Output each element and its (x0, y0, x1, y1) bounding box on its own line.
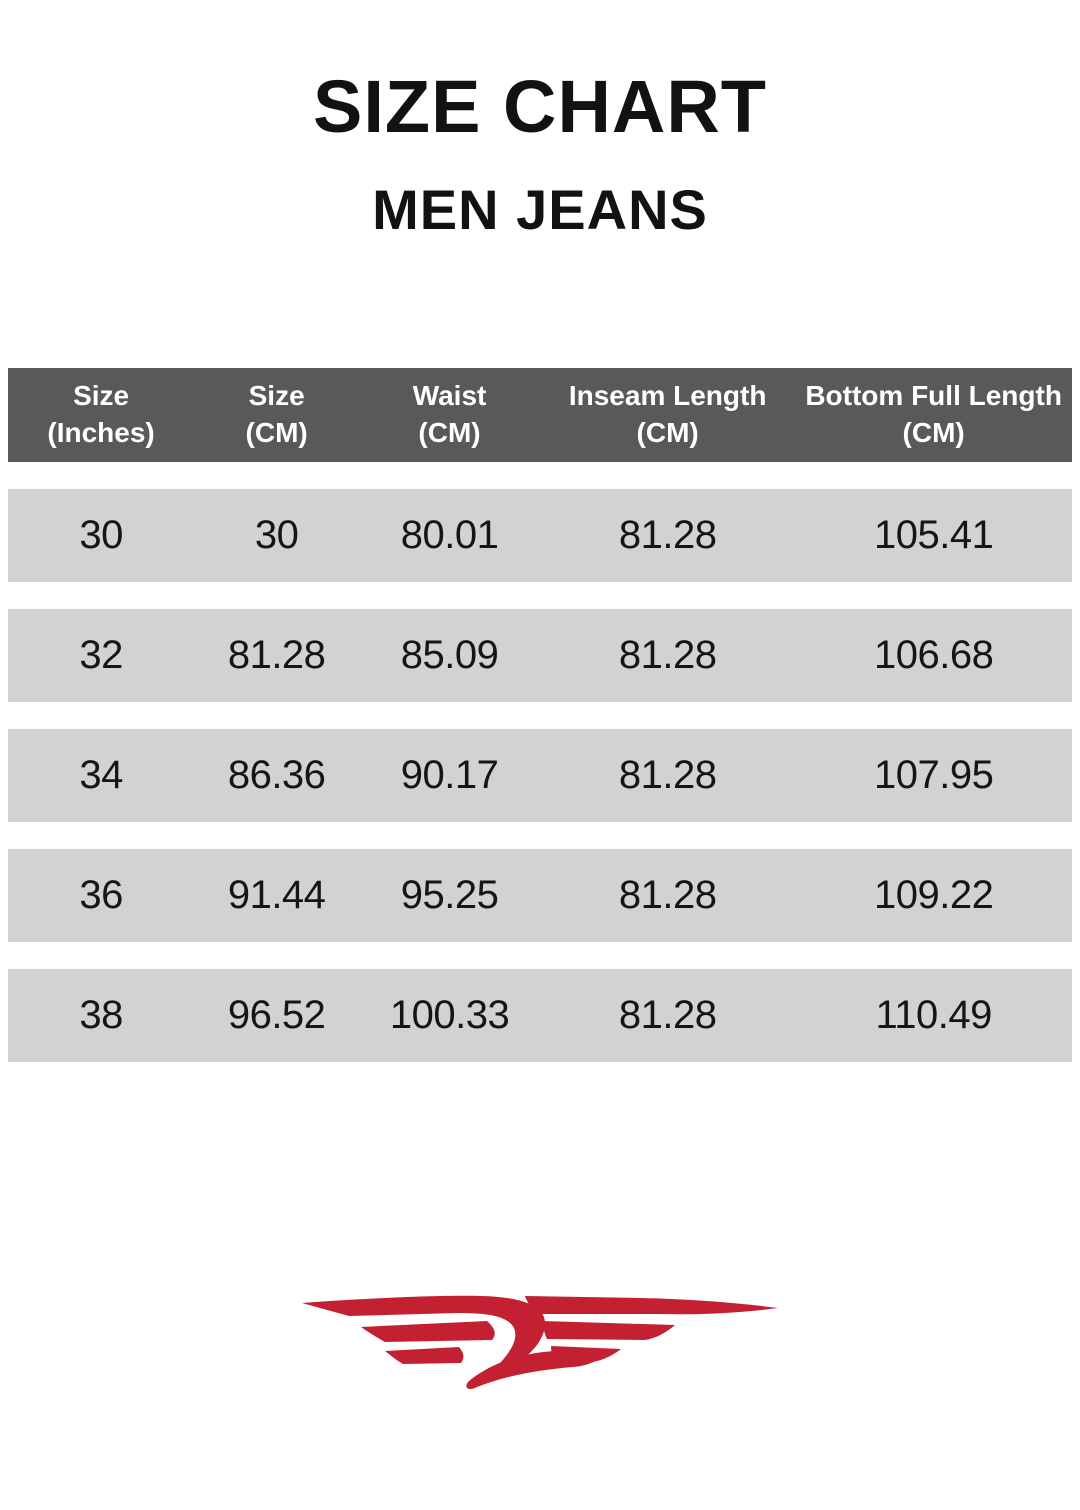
table-cell: 105.41 (873, 513, 994, 557)
table-cell: 32 (79, 633, 123, 677)
table-cell: 81.28 (618, 993, 717, 1037)
table-row: 32 81.28 85.09 81.28 106.68 (8, 609, 1072, 702)
table-cell: 81.28 (618, 513, 717, 557)
table-cell: 107.95 (873, 753, 994, 797)
table-cell: 109.22 (873, 873, 994, 917)
table-cell: 90.17 (400, 753, 499, 797)
table-cell: 36 (79, 873, 123, 917)
table-cell: 81.28 (227, 633, 326, 677)
table-cell: 30 (79, 513, 123, 557)
table-cell: 85.09 (400, 633, 499, 677)
table-cell: 38 (79, 993, 123, 1037)
page-title: SIZE CHART (313, 65, 767, 148)
size-chart-page: { "title": "SIZE CHART", "subtitle": "ME… (0, 70, 1080, 1510)
size-chart-table: Size (Inches) Size (CM) Waist (CM) Insea… (8, 368, 1072, 1062)
table-row: 36 91.44 95.25 81.28 109.22 (8, 849, 1072, 942)
table-cell: 30 (254, 513, 299, 557)
header-inseam-length-cm: Inseam Length (CM) (568, 380, 767, 448)
header-bottom-full-length-cm: Bottom Full Length (CM) (805, 380, 1062, 448)
table-row: 34 86.36 90.17 81.28 107.95 (8, 729, 1072, 822)
table-row: 30 30 80.01 81.28 105.41 (8, 489, 1072, 582)
table-header-row: Size (Inches) Size (CM) Waist (CM) Insea… (8, 368, 1072, 462)
brand-logo-area (0, 1295, 1080, 1389)
table-cell: 81.28 (618, 633, 717, 677)
red-wing-logo-icon (302, 1295, 778, 1389)
header-waist-cm: Waist (CM) (412, 380, 487, 448)
header-size-cm: Size (CM) (245, 380, 308, 448)
table-row: 38 96.52 100.33 81.28 110.49 (8, 969, 1072, 1062)
table-cell: 80.01 (400, 513, 499, 557)
table-cell: 96.52 (227, 993, 326, 1037)
table-cell: 95.25 (400, 873, 499, 917)
table-cell: 100.33 (389, 993, 510, 1037)
table-cell: 110.49 (875, 993, 992, 1037)
table-cell: 34 (79, 753, 123, 797)
header-size-inches: Size (Inches) (47, 380, 155, 448)
table-cell: 91.44 (227, 873, 326, 917)
table-cell: 106.68 (873, 633, 994, 677)
table-cell: 86.36 (227, 753, 326, 797)
table-cell: 81.28 (618, 873, 717, 917)
page-subtitle: MEN JEANS (372, 178, 708, 241)
table-cell: 81.28 (618, 753, 717, 797)
